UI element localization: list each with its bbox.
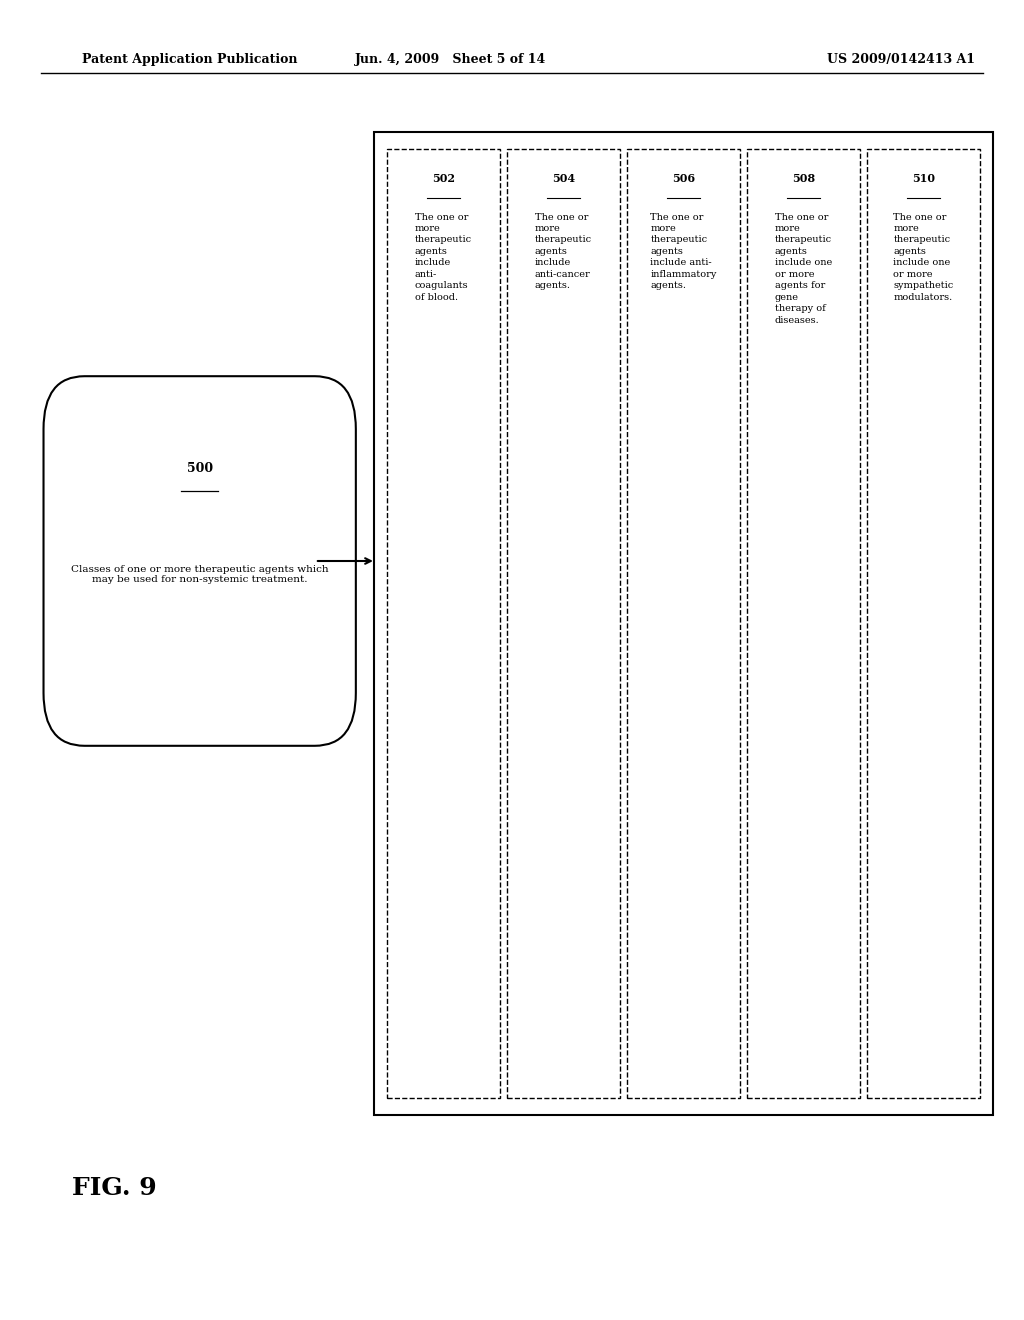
Text: 506: 506 — [672, 173, 695, 183]
Bar — [748, 149, 860, 1098]
Text: The one or
more
therapeutic
agents
include anti-
inflammatory
agents.: The one or more therapeutic agents inclu… — [650, 213, 717, 290]
Text: Jun. 4, 2009   Sheet 5 of 14: Jun. 4, 2009 Sheet 5 of 14 — [355, 53, 546, 66]
Text: The one or
more
therapeutic
agents
include one
or more
agents for
gene
therapy o: The one or more therapeutic agents inclu… — [775, 213, 833, 325]
Text: 504: 504 — [552, 173, 575, 183]
Bar — [867, 149, 980, 1098]
Text: 508: 508 — [792, 173, 815, 183]
Text: The one or
more
therapeutic
agents
include one
or more
sympathetic
modulators.: The one or more therapeutic agents inclu… — [893, 213, 953, 302]
Bar — [387, 149, 500, 1098]
Text: 502: 502 — [432, 173, 455, 183]
Bar — [507, 149, 620, 1098]
Text: US 2009/0142413 A1: US 2009/0142413 A1 — [827, 53, 975, 66]
Text: FIG. 9: FIG. 9 — [72, 1176, 157, 1200]
Text: 510: 510 — [912, 173, 935, 183]
Text: The one or
more
therapeutic
agents
include
anti-
coagulants
of blood.: The one or more therapeutic agents inclu… — [415, 213, 472, 302]
Bar — [374, 132, 993, 1115]
FancyBboxPatch shape — [43, 376, 356, 746]
Text: Patent Application Publication: Patent Application Publication — [82, 53, 297, 66]
Text: Classes of one or more therapeutic agents which
may be used for non-systemic tre: Classes of one or more therapeutic agent… — [71, 565, 329, 583]
Text: The one or
more
therapeutic
agents
include
anti-cancer
agents.: The one or more therapeutic agents inclu… — [535, 213, 592, 290]
Bar — [627, 149, 740, 1098]
Text: 500: 500 — [186, 462, 213, 475]
